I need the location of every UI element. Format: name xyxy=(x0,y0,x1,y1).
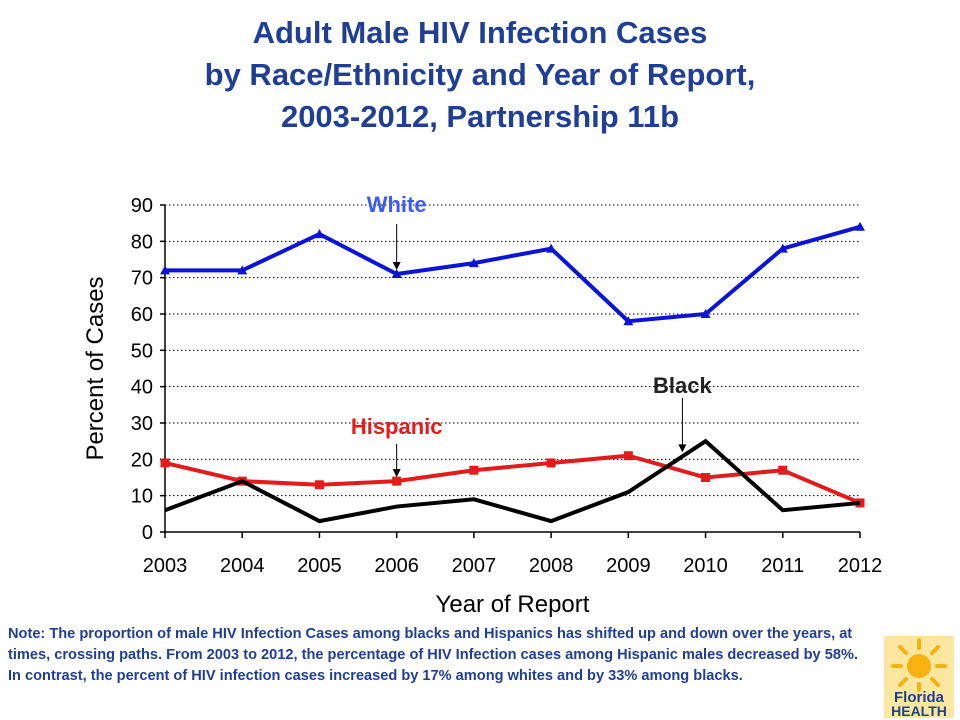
point-white xyxy=(777,243,788,253)
x-axis-title: Year of Report xyxy=(436,591,590,618)
x-tick-label: 2011 xyxy=(761,555,804,577)
y-tick-label: 50 xyxy=(131,340,153,362)
x-tick-label: 2010 xyxy=(683,555,728,577)
label-white: White xyxy=(367,192,427,217)
series-line-white xyxy=(165,224,861,324)
florida-health-logo: Florida HEALTH xyxy=(884,636,954,718)
logo-word-2: HEALTH xyxy=(891,703,947,718)
point-white xyxy=(855,221,865,231)
point-hispanic xyxy=(469,465,479,475)
point-white xyxy=(237,265,248,275)
series-line-black xyxy=(164,438,861,524)
y-tick-label: 40 xyxy=(131,377,153,399)
note-text: Note: The proportion of male HIV Infecti… xyxy=(8,626,858,684)
x-tick-label: 2005 xyxy=(297,555,342,577)
title-line-1: Adult Male HIV Infection Cases xyxy=(252,15,708,50)
point-hispanic xyxy=(314,480,324,490)
arrowhead-black xyxy=(678,444,687,453)
x-tick-label: 2012 xyxy=(838,555,883,577)
line-chart: 0 10 20 30 40 50 60 70 80 90 2003 2004 2005 2006 2007 2… xyxy=(82,192,883,618)
arrowhead-white xyxy=(392,262,401,271)
y-tick-label: 60 xyxy=(131,304,153,326)
title-line-3: 2003-2012, Partnership 11b xyxy=(280,99,680,134)
point-white xyxy=(314,229,325,239)
logo-word-1: Florida xyxy=(894,689,945,706)
x-tick-label: 2007 xyxy=(452,555,497,577)
label-hispanic: Hispanic xyxy=(351,414,443,439)
y-tick-label: 10 xyxy=(131,486,153,508)
point-white xyxy=(160,265,170,275)
point-white xyxy=(700,309,711,318)
y-axis-title: Percent of Cases xyxy=(82,276,109,460)
title-line-2: by Race/Ethnicity and Year of Report, xyxy=(204,57,756,92)
sun-icon xyxy=(884,636,954,718)
point-hispanic xyxy=(392,476,402,486)
y-tick-label: 20 xyxy=(131,449,153,471)
point-hispanic xyxy=(701,473,711,482)
point-hispanic xyxy=(778,465,788,475)
point-white xyxy=(623,316,634,326)
x-tick-label: 2004 xyxy=(220,555,265,577)
point-white xyxy=(546,243,557,253)
point-white xyxy=(468,258,479,268)
point-hispanic xyxy=(546,458,556,468)
x-tick-label: 2003 xyxy=(143,555,188,577)
x-tick-label: 2006 xyxy=(374,555,419,577)
label-black: Black xyxy=(653,373,712,398)
y-tick-label: 30 xyxy=(131,413,153,435)
x-tick-label: 2009 xyxy=(606,555,651,577)
y-tick-label: 80 xyxy=(131,231,153,253)
point-white xyxy=(391,269,402,279)
y-tick-label: 0 xyxy=(142,522,153,544)
chart-title: Adult Male HIV Infection Cases by Race/E… xyxy=(0,12,960,138)
arrowhead-hispanic xyxy=(392,469,401,478)
y-tick-label: 70 xyxy=(131,268,153,290)
point-hispanic xyxy=(160,458,170,468)
x-tick-label: 2008 xyxy=(529,555,574,577)
point-hispanic xyxy=(623,451,633,461)
y-tick-label: 90 xyxy=(131,195,153,217)
